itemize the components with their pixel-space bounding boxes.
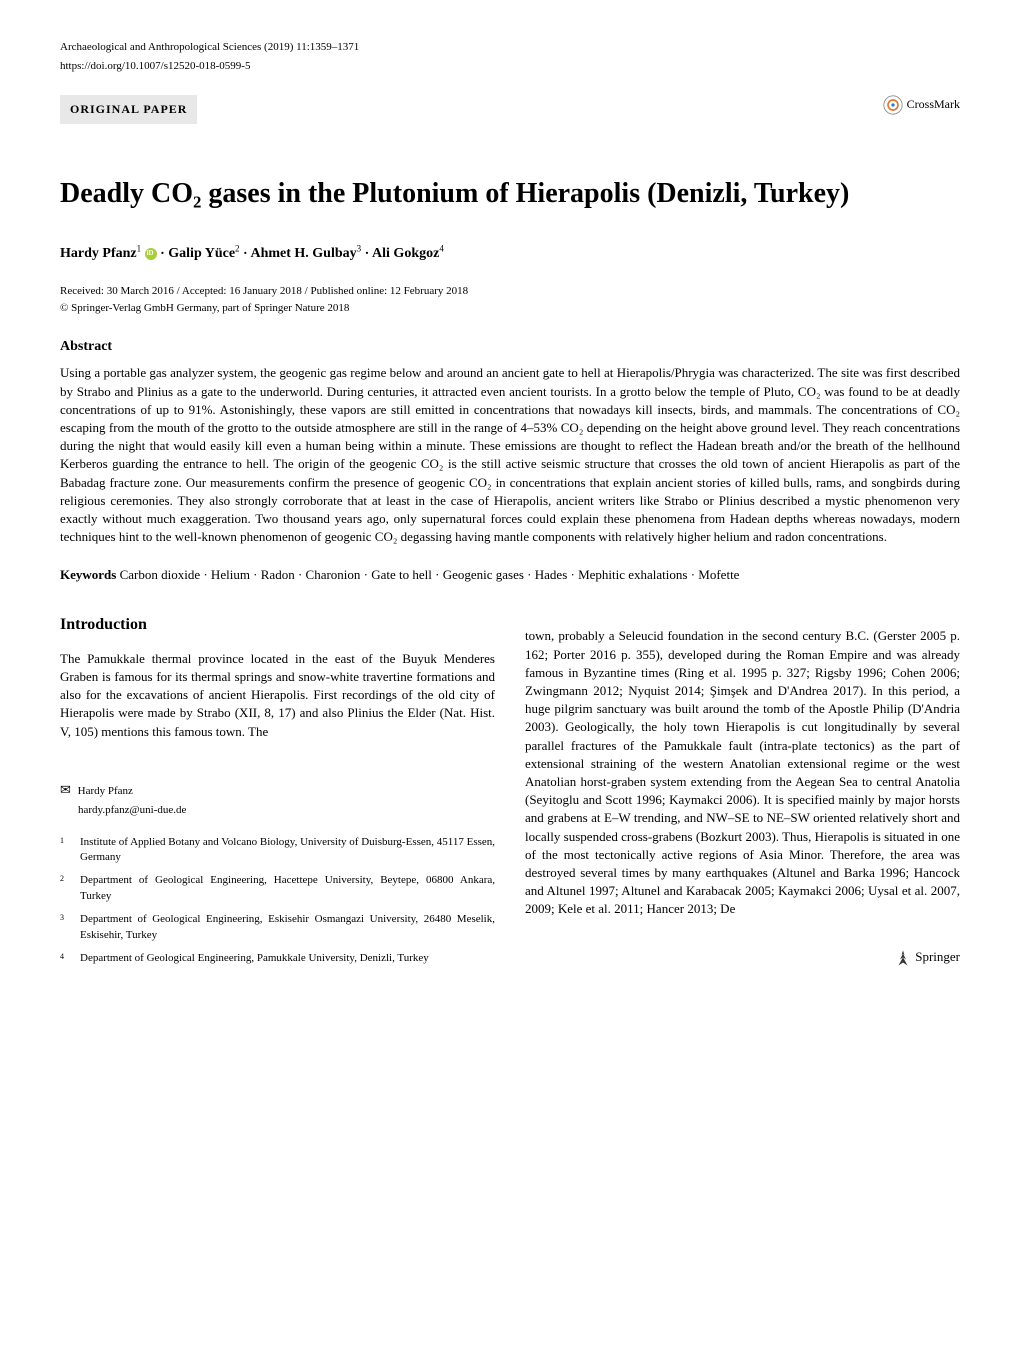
crossmark-icon	[883, 95, 903, 115]
crossmark-badge[interactable]: CrossMark	[883, 95, 960, 115]
springer-icon	[894, 949, 912, 967]
copyright-line: © Springer-Verlag GmbH Germany, part of …	[60, 301, 960, 316]
doi-link[interactable]: https://doi.org/10.1007/s12520-018-0599-…	[60, 59, 960, 74]
abstract-heading: Abstract	[60, 337, 960, 357]
author-2: Galip Yüce2	[168, 246, 239, 261]
affiliation-1: 1Institute of Applied Botany and Volcano…	[60, 835, 495, 866]
author-4: Ali Gokgoz4	[372, 246, 444, 261]
author-1: Hardy Pfanz1	[60, 246, 157, 261]
keywords-text: Carbon dioxide · Helium · Radon · Charon…	[120, 567, 740, 582]
publication-dates: Received: 30 March 2016 / Accepted: 16 J…	[60, 284, 960, 299]
crossmark-label: CrossMark	[907, 96, 960, 113]
affiliation-3: 3Department of Geological Engineering, E…	[60, 912, 495, 943]
keywords-label: Keywords	[60, 567, 116, 582]
introduction-text-right: town, probably a Seleucid foundation in …	[525, 627, 960, 918]
introduction-text-left: The Pamukkale thermal province located i…	[60, 650, 495, 741]
envelope-icon: ✉	[60, 782, 71, 797]
affiliation-2: 2Department of Geological Engineering, H…	[60, 873, 495, 904]
author-3: Ahmet H. Gulbay3	[250, 246, 361, 261]
paper-type-label: ORIGINAL PAPER	[60, 95, 197, 124]
introduction-heading: Introduction	[60, 614, 495, 636]
corresponding-author: ✉ Hardy Pfanz	[60, 781, 495, 799]
left-column: Introduction The Pamukkale thermal provi…	[60, 614, 495, 974]
author-list: Hardy Pfanz1 · Galip Yüce2 · Ahmet H. Gu…	[60, 243, 960, 264]
orcid-icon[interactable]	[145, 248, 157, 260]
keywords-line: Keywords Carbon dioxide · Helium · Radon…	[60, 566, 960, 584]
paper-title: Deadly CO₂ gases in the Plutonium of Hie…	[60, 174, 960, 213]
abstract-body: Using a portable gas analyzer system, th…	[60, 364, 960, 546]
publisher-logo: Springer	[525, 948, 960, 967]
corresponding-email[interactable]: hardy.pfanz@uni-due.de	[78, 803, 495, 818]
affiliation-4: 4Department of Geological Engineering, P…	[60, 951, 495, 966]
journal-citation: Archaeological and Anthropological Scien…	[60, 40, 359, 55]
right-column: town, probably a Seleucid foundation in …	[525, 614, 960, 974]
